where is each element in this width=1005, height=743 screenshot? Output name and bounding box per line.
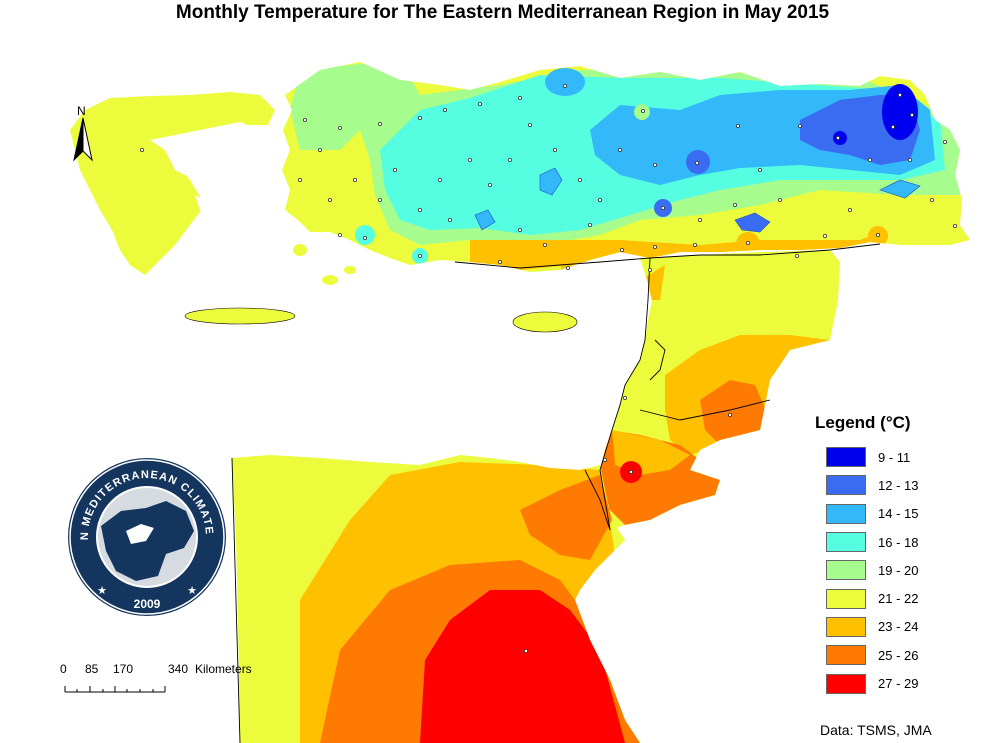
- scale-tick-label: 85: [85, 662, 99, 676]
- legend-item: 25 - 26: [815, 641, 1000, 669]
- scale-bar: 0 85 170 340 Kilometers: [55, 662, 285, 702]
- legend-item: 19 - 20: [815, 556, 1000, 584]
- legend-swatch: [826, 560, 866, 581]
- legend-item: 21 - 22: [815, 584, 1000, 612]
- legend-swatch: [826, 616, 866, 637]
- legend-item: 14 - 15: [815, 500, 1000, 528]
- legend-swatch: [826, 475, 866, 496]
- star-icon: ★: [97, 585, 107, 597]
- north-letter: N: [77, 104, 86, 118]
- legend-swatch: [826, 503, 866, 524]
- legend-label: 21 - 22: [878, 591, 919, 607]
- star-icon: ★: [187, 585, 197, 597]
- legend-item: 27 - 29: [815, 669, 1000, 697]
- legend-label: 9 - 11: [878, 449, 911, 465]
- legend-label: 19 - 20: [878, 562, 919, 578]
- legend-swatch: [826, 645, 866, 666]
- north-arrow: N: [68, 104, 98, 166]
- legend-label: 14 - 15: [878, 506, 919, 522]
- legend-swatch: [826, 588, 866, 609]
- legend-title: Legend (°C): [815, 413, 911, 432]
- legend-item: 12 - 13: [815, 471, 1000, 499]
- legend-label: 25 - 26: [878, 647, 919, 663]
- logo-emblem-icon: EASTERN MEDITERRANEAN CLIMATE CENTRE 200…: [61, 447, 226, 616]
- legend-swatch: [826, 532, 866, 553]
- climate-centre-logo: EASTERN MEDITERRANEAN CLIMATE CENTRE 200…: [61, 447, 228, 618]
- legend-label: 27 - 29: [878, 676, 919, 692]
- scale-tick-label: 170: [113, 662, 134, 676]
- logo-year: 2009: [134, 597, 161, 611]
- legend-swatch: [826, 673, 866, 694]
- legend-label: 12 - 13: [878, 477, 919, 493]
- data-credit: Data: TSMS, JMA: [820, 722, 932, 738]
- legend-label: 23 - 24: [878, 619, 919, 635]
- scale-bar-icon: [64, 686, 166, 693]
- legend-item: 16 - 18: [815, 528, 1000, 556]
- legend-swatch: [826, 447, 866, 468]
- legend: Legend (°C) 9 - 11 12 - 13 14 - 15 16 - …: [815, 413, 1000, 698]
- legend-item: 9 - 11: [815, 443, 1000, 471]
- north-arrow-icon: [73, 117, 93, 162]
- scale-unit-label: Kilometers: [195, 662, 252, 676]
- legend-label: 16 - 18: [878, 534, 919, 550]
- map-title: Monthly Temperature for The Eastern Medi…: [175, 2, 830, 23]
- scale-tick-label: 0: [60, 662, 67, 676]
- legend-item: 23 - 24: [815, 613, 1000, 641]
- scale-tick-label: 340: [168, 662, 189, 676]
